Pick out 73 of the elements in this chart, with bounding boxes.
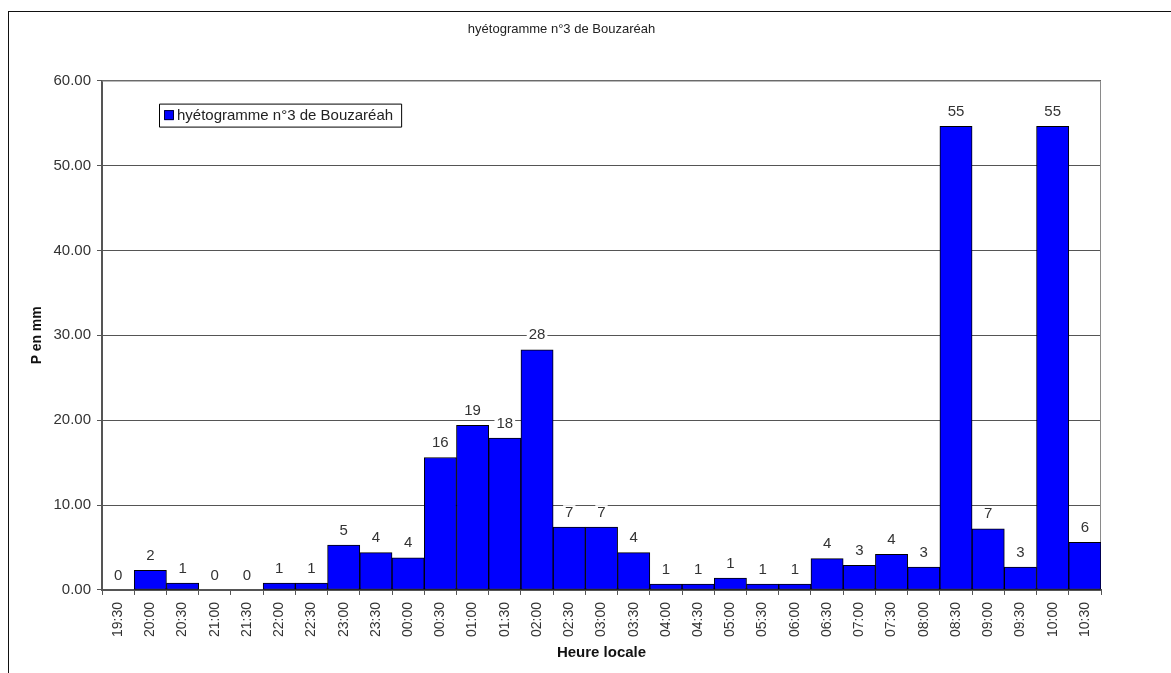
y-tick-label: 20.00	[53, 410, 91, 428]
data-label: 4	[629, 528, 638, 546]
data-label: 16	[432, 433, 449, 451]
x-tick-label: 01:00	[463, 601, 480, 638]
y-tick-label: 50.00	[53, 155, 91, 173]
x-tick-label: 05:30	[753, 601, 770, 638]
data-label: 2	[146, 546, 155, 564]
x-tick-label: 23:00	[334, 601, 351, 638]
data-label: 19	[464, 400, 481, 418]
chart-title: hyétogramme n°3 de Bouzaréah	[467, 21, 656, 37]
data-label: 7	[565, 502, 574, 520]
data-label: 1	[275, 558, 284, 576]
data-label: 1	[178, 558, 187, 576]
data-label: 1	[790, 559, 800, 577]
y-axis-title: P en mm	[28, 306, 45, 365]
y-tick-label: 10.00	[53, 495, 91, 513]
data-label: 0	[210, 565, 219, 583]
data-label: 7	[597, 502, 606, 520]
data-label: 1	[726, 553, 735, 571]
x-tick-label: 10:30	[1075, 601, 1092, 638]
data-label: 55	[947, 102, 965, 120]
data-label: 3	[919, 542, 928, 560]
x-tick-label: 04:30	[689, 601, 706, 638]
x-tick-label: 08:00	[914, 601, 931, 638]
x-tick-label: 22:30	[302, 601, 319, 638]
x-tick-label: 02:00	[527, 601, 544, 638]
x-tick-label: 07:30	[882, 601, 899, 638]
x-tick-label: 19:30	[108, 601, 125, 638]
data-label: 0	[113, 565, 123, 583]
data-label: 4	[822, 534, 832, 552]
x-tick-label: 09:00	[979, 601, 996, 638]
data-label: 1	[694, 559, 703, 577]
x-tick-label: 20:00	[141, 601, 158, 638]
legend-label: hyétogramme n°3 de Bouzaréah	[177, 106, 394, 124]
x-tick-label: 05:00	[721, 601, 738, 638]
x-tick-label: 01:30	[495, 601, 512, 638]
x-tick-label: 03:30	[624, 601, 641, 638]
data-label: 6	[1080, 518, 1090, 536]
x-tick-label: 02:30	[560, 601, 577, 638]
x-tick-label: 08:30	[946, 601, 963, 638]
data-label: 4	[403, 533, 413, 551]
data-label: 4	[371, 528, 381, 546]
data-label: 5	[339, 520, 348, 538]
data-label: 55	[1044, 102, 1062, 120]
data-label: 1	[758, 559, 767, 577]
y-tick-label: 60.00	[53, 70, 91, 88]
y-tick-label: 40.00	[53, 240, 91, 258]
y-tick-label: 30.00	[53, 325, 91, 343]
data-label: 7	[984, 504, 993, 522]
x-axis-title: Heure locale	[556, 643, 647, 661]
data-label: 1	[661, 559, 671, 577]
x-tick-label: 21:00	[205, 601, 222, 638]
data-label: 4	[887, 529, 896, 547]
x-tick-label: 00:30	[431, 601, 448, 638]
x-tick-label: 10:00	[1043, 601, 1060, 638]
x-tick-label: 00:00	[399, 601, 415, 638]
data-label: 3	[1016, 542, 1025, 560]
data-label: 0	[242, 565, 252, 583]
x-tick-label: 04:00	[656, 601, 673, 638]
data-label: 3	[855, 540, 864, 558]
x-tick-label: 20:30	[173, 601, 190, 638]
x-tick-label: 06:30	[817, 601, 834, 638]
x-tick-label: 03:00	[592, 601, 609, 638]
y-tick-label: 0.00	[61, 580, 91, 598]
data-label: 28	[528, 325, 546, 343]
x-tick-label: 23:30	[366, 601, 383, 638]
x-tick-label: 06:00	[785, 601, 802, 638]
x-tick-label: 22:00	[270, 601, 287, 638]
x-tick-label: 07:00	[850, 601, 867, 638]
data-label: 18	[496, 413, 514, 431]
x-tick-label: 09:30	[1011, 601, 1028, 638]
data-label: 1	[307, 558, 316, 576]
x-tick-label: 21:30	[237, 601, 254, 638]
